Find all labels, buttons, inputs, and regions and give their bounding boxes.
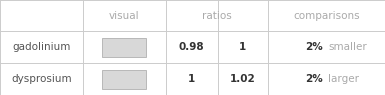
Text: visual: visual	[109, 11, 139, 21]
Text: ratios: ratios	[202, 11, 231, 21]
Text: 1.02: 1.02	[230, 74, 255, 84]
Text: 0.98: 0.98	[179, 42, 204, 52]
Text: gadolinium: gadolinium	[12, 42, 70, 52]
Bar	[102, 38, 146, 57]
Bar	[102, 70, 146, 89]
Text: 1: 1	[239, 42, 246, 52]
Text: smaller: smaller	[328, 42, 367, 52]
Text: 2%: 2%	[305, 74, 322, 84]
Text: dysprosium: dysprosium	[11, 74, 72, 84]
Text: larger: larger	[328, 74, 359, 84]
Text: 2%: 2%	[305, 42, 322, 52]
Text: comparisons: comparisons	[293, 11, 360, 21]
Text: 1: 1	[188, 74, 195, 84]
